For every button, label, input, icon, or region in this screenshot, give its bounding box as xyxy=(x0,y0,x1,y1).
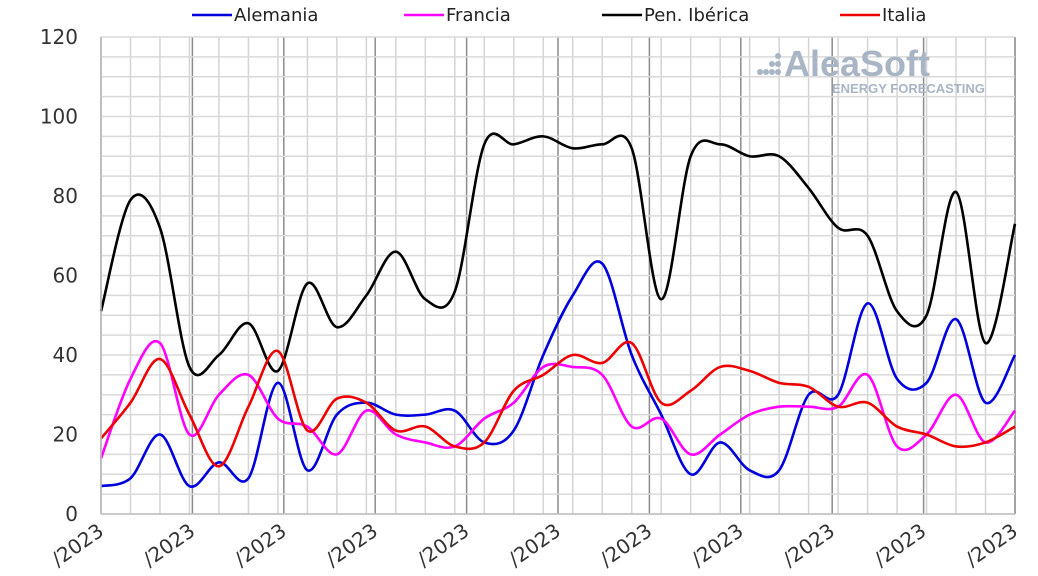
y-tick-label: 80 xyxy=(53,184,78,208)
y-tick-label: 0 xyxy=(65,502,78,526)
series-lines xyxy=(99,132,1017,488)
series-line-francia xyxy=(99,339,1017,459)
axes xyxy=(100,37,1015,515)
y-tick-label: 60 xyxy=(53,264,78,288)
x-axis-ticks: /2023/2023/2023/2023/2023/2023/2023/2023… xyxy=(47,518,1022,571)
legend-label: Pen. Ibérica xyxy=(644,5,749,26)
x-tick-label: /2023 xyxy=(778,518,839,571)
x-tick-label: /2023 xyxy=(412,518,473,571)
x-tick-label: /2023 xyxy=(869,518,930,571)
y-tick-label: 20 xyxy=(53,423,78,447)
aleasoft-logo: AleaSoft ENERGY FORECASTING xyxy=(757,43,985,96)
x-tick-label: /2023 xyxy=(47,518,108,571)
x-tick-label: /2023 xyxy=(138,518,199,571)
series-line-italia xyxy=(99,340,1016,468)
legend-label: Italia xyxy=(882,5,926,26)
legend: Alemania Francia Pen. Ibérica Italia xyxy=(192,5,926,26)
grid-lines xyxy=(100,36,1016,515)
series-line-alemania xyxy=(100,260,1017,488)
y-tick-label: 40 xyxy=(53,343,78,367)
x-tick-label: /2023 xyxy=(321,518,382,571)
y-tick-label: 100 xyxy=(40,105,78,129)
logo-dots-icon xyxy=(757,53,781,75)
y-axis-ticks: 0 20 40 60 80 100 120 xyxy=(40,25,78,526)
y-tick-label: 120 xyxy=(40,25,78,49)
logo-sub-text: ENERGY FORECASTING xyxy=(832,81,985,96)
x-tick-label: /2023 xyxy=(595,518,656,571)
legend-label: Francia xyxy=(446,5,511,26)
x-tick-label: /2023 xyxy=(961,518,1022,571)
x-tick-label: /2023 xyxy=(230,518,291,571)
logo-main-text: AleaSoft xyxy=(784,43,930,84)
x-tick-label: /2023 xyxy=(687,518,748,571)
x-tick-label: /2023 xyxy=(504,518,565,571)
legend-label: Alemania xyxy=(234,5,318,26)
series-line-pen-ib-rica xyxy=(99,132,1017,377)
